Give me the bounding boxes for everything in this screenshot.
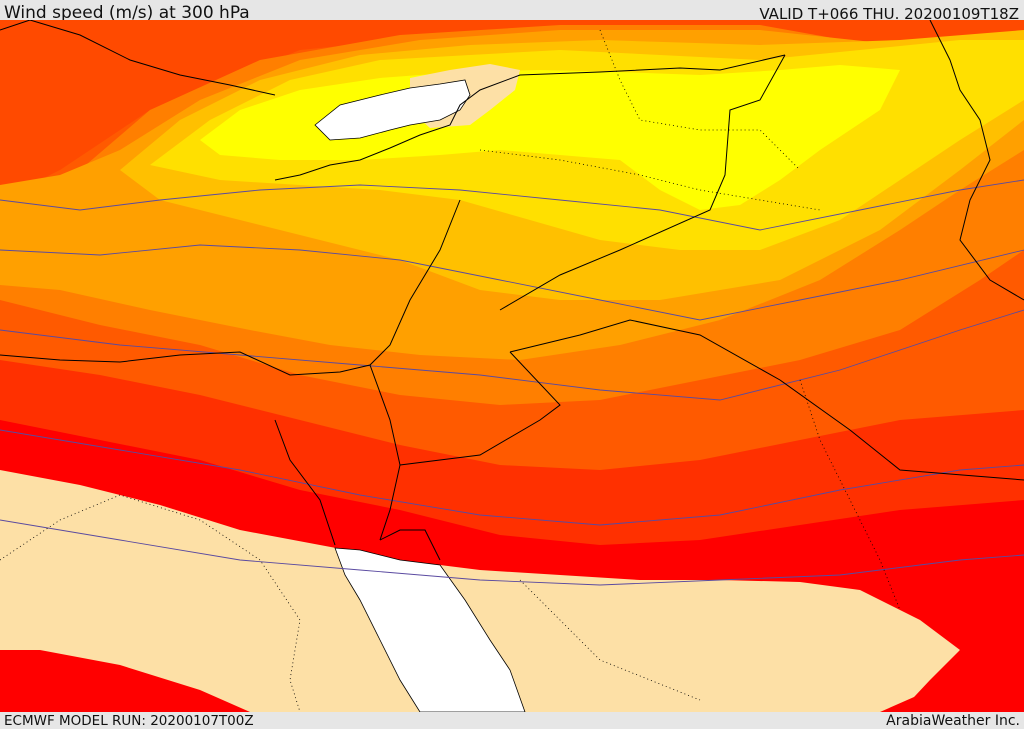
valid-time-label: VALID T+066 THU. 20200109T18Z (759, 5, 1019, 23)
wind-speed-map-svg (0, 20, 1024, 712)
band-southeast-core (900, 630, 1024, 712)
internal-borders (0, 29, 901, 712)
header-bar: Wind speed (m/s) at 300 hPa VALID T+066 … (0, 0, 1024, 23)
credit-label: ArabiaWeather Inc. (886, 713, 1020, 729)
contour-lines (0, 179, 1024, 586)
black-sea-water (314, 79, 471, 141)
red-sea-water (334, 547, 526, 712)
footer-bar: ECMWF MODEL RUN: 20200107T00Z ArabiaWeat… (0, 712, 1024, 729)
model-run-label: ECMWF MODEL RUN: 20200107T00Z (4, 713, 254, 729)
wind-speed-map (0, 20, 1024, 712)
band-low-south (0, 470, 960, 712)
map-title: Wind speed (m/s) at 300 hPa (4, 3, 250, 23)
coastlines-borders (0, 20, 1024, 561)
